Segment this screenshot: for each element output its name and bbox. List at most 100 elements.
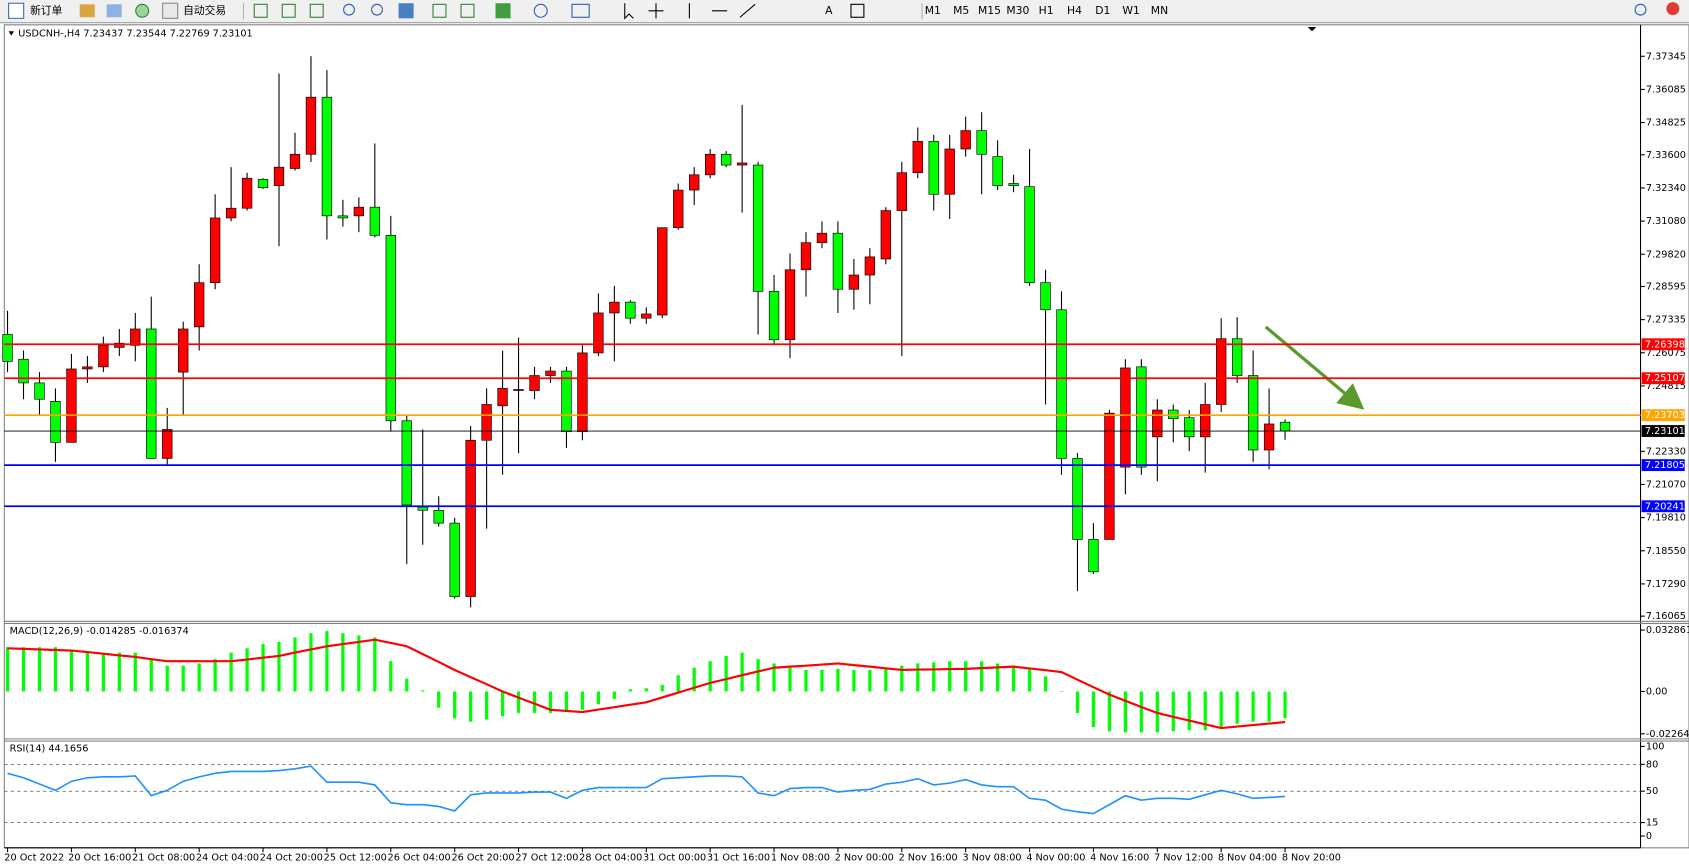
x-tick-label: 20 Oct 16:00 [68,853,131,864]
tile-icon[interactable] [398,3,414,19]
label-tool[interactable] [850,3,865,18]
macd-bar [852,669,856,692]
x-tick-label: 4 Nov 16:00 [1090,853,1149,864]
candle-body [832,232,844,290]
candle-body [321,96,333,217]
macd-bar [37,647,42,692]
crosshair-icon[interactable] [648,3,664,19]
macd-bar [1187,691,1191,731]
x-tick-label: 20 Oct 2022 [4,853,64,864]
signal-line [7,638,1286,730]
macd-bar [149,659,153,692]
timeframe-button[interactable]: W1 [1122,4,1139,17]
x-tick-label: 2 Nov 00:00 [835,853,894,864]
macd-bar [1219,691,1223,729]
macd-bar [1011,665,1016,692]
tool-icon[interactable] [253,3,268,18]
candle-body [66,368,77,443]
timeframe-button[interactable]: D1 [1095,4,1110,17]
macd-bar [1203,691,1207,731]
timeframe-button[interactable]: M30 [1006,4,1029,17]
x-tick-label: 25 Oct 12:00 [324,853,387,864]
candle-body [928,141,939,195]
line-tools[interactable] [688,3,756,19]
macd-bar [181,665,185,692]
candle-body [433,509,444,524]
candle-body [273,166,285,186]
candle-body [417,506,428,511]
y-tick-label: 7.22330 [1646,446,1686,457]
text-tool[interactable]: A [825,4,833,17]
tool-icon[interactable] [309,3,324,18]
x-tick-label: 4 Nov 00:00 [1026,853,1085,864]
candle-body [1247,375,1259,451]
macd-bar [532,691,537,713]
new-order-icon[interactable] [8,2,25,19]
candle-body [848,274,860,290]
candle-body [193,282,205,328]
price-level-tag [1641,409,1685,422]
timeframe-button[interactable]: M1 [925,4,941,17]
macd-bar [1139,691,1143,733]
auto-trading-button[interactable]: 自动交易 [183,4,226,17]
tool-icon[interactable] [460,3,475,18]
y-tick-label: 7.36085 [1646,84,1686,95]
indicators-icon[interactable] [495,3,511,19]
timeframe-button[interactable]: H1 [1039,4,1054,17]
macd-bar [948,661,952,692]
new-order-button[interactable]: 新订单 [30,4,63,17]
candle-body [768,291,780,341]
timeframe-button[interactable]: H4 [1067,4,1082,17]
auto-trading-icon[interactable] [162,2,179,19]
macd-bar [309,633,313,692]
candle-body [305,96,317,155]
periods-icon[interactable] [533,3,548,18]
candle-body [337,215,349,219]
tool-icon[interactable] [106,4,122,18]
zoom-in-icon[interactable] [343,3,355,16]
notification-icon[interactable] [1666,2,1680,16]
timeframe-bar: M1 M5 M15 M30 H1 H4 D1 W1 MN [925,4,1168,17]
tool-icon[interactable] [281,3,296,18]
tool-icon[interactable] [79,4,95,18]
rsi-line [7,765,1286,815]
candle-body [992,156,1003,186]
templates-icon[interactable] [571,3,590,18]
candle-body [1152,409,1163,438]
macd-title: MACD(12,26,9) -0.014285 -0.016374 [10,626,189,637]
macd-bar [1267,691,1271,722]
candle-body [529,375,540,391]
macd-bar [405,678,409,692]
rsi-title: RSI(14) 44.1656 [10,744,89,755]
candle-body [800,242,812,271]
macd-bar [980,661,984,692]
tool-icon[interactable] [432,3,447,18]
candle-body [1088,539,1099,573]
cursor-icon[interactable] [624,3,634,20]
timeframe-button[interactable]: MN [1151,4,1168,17]
candle-body [82,366,93,370]
timeframe-button[interactable]: M15 [978,4,1001,17]
macd-bar [453,691,457,719]
candle-body [545,370,556,376]
price-level-label: 7.26398 [1645,339,1685,350]
search-icon[interactable] [1634,3,1647,16]
price-level-tag [1641,372,1685,385]
macd-bar [389,661,393,692]
macd-bar [1123,691,1127,733]
tool-icon[interactable] [135,3,150,18]
macd-bar [85,651,90,692]
timeframe-button[interactable]: M5 [953,4,969,17]
candle-body [864,256,876,276]
zoom-out-icon[interactable] [371,3,383,16]
candle-body [1279,421,1291,432]
macd-bar [5,647,10,692]
macd-bar [341,633,345,692]
x-tick-label: 8 Nov 20:00 [1282,853,1341,864]
candle-body [513,389,524,391]
macd-bar [884,667,888,692]
y-tick-label: 7.31080 [1646,216,1686,227]
macd-bar [516,691,521,713]
